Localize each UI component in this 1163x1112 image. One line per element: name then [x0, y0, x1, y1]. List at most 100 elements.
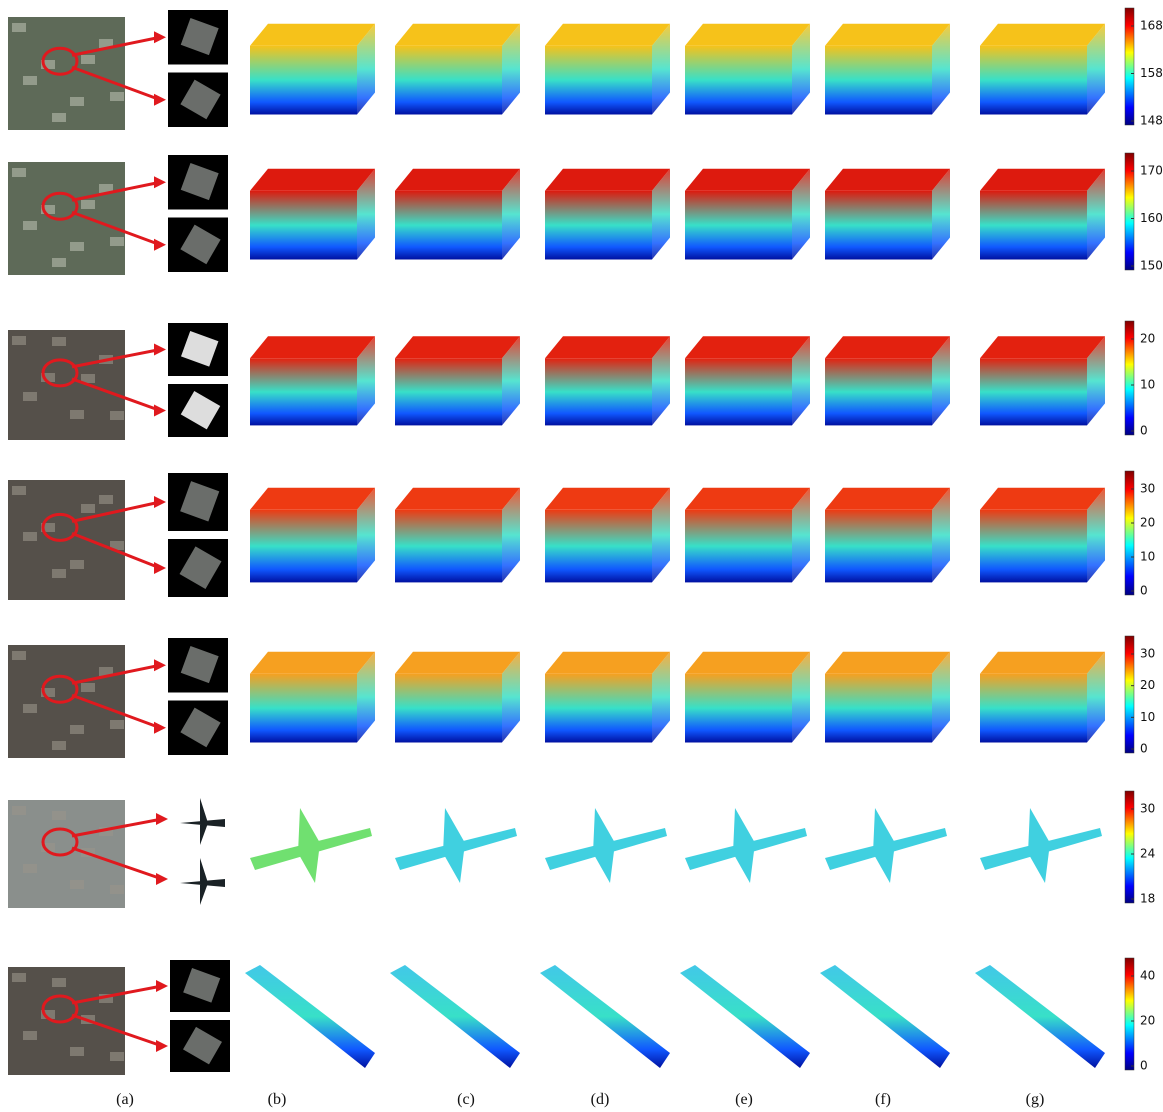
render-side	[545, 191, 652, 260]
render-top	[685, 169, 810, 191]
colorbar-tick-label: 158	[1140, 66, 1163, 80]
image-texture	[52, 258, 66, 267]
render-side	[825, 674, 932, 743]
colorbar-tick-label: 10	[1140, 550, 1155, 564]
render-side	[545, 510, 652, 583]
render-top	[250, 169, 375, 191]
arrow-head	[156, 873, 168, 885]
arrow-head	[154, 176, 166, 188]
render-top	[395, 169, 520, 191]
render-top	[825, 24, 950, 46]
render-top	[980, 336, 1105, 358]
image-texture	[12, 973, 26, 982]
thumbnail-plane	[180, 798, 225, 845]
colorbar-tick-label: 0	[1140, 742, 1148, 756]
render-side	[250, 510, 357, 583]
image-texture	[23, 532, 37, 541]
render-plane	[395, 808, 517, 883]
render-ship	[680, 965, 810, 1068]
image-texture	[110, 237, 124, 246]
render-top	[825, 652, 950, 674]
colorbar-tick-label: 40	[1140, 969, 1155, 983]
render-top	[685, 488, 810, 510]
render-side	[395, 510, 502, 583]
render-side	[980, 191, 1087, 260]
render-side	[825, 358, 932, 425]
column-label: (f)	[875, 1091, 891, 1108]
render-side	[685, 191, 792, 260]
render-side	[395, 46, 502, 115]
colorbar-tick-label: 20	[1140, 1014, 1155, 1028]
render-side	[545, 674, 652, 743]
colorbar-tick-label: 20	[1140, 516, 1155, 530]
render-top	[685, 336, 810, 358]
colorbar-tick-label: 148	[1140, 114, 1163, 128]
colorbar	[1125, 471, 1134, 595]
image-texture	[110, 720, 124, 729]
image-texture	[23, 864, 37, 873]
colorbar-tick-label: 20	[1140, 332, 1155, 346]
colorbar-tick-label: 0	[1140, 1059, 1148, 1073]
arrow-head	[156, 980, 168, 992]
render-side	[250, 358, 357, 425]
render-top	[980, 652, 1105, 674]
render-top	[685, 24, 810, 46]
image-texture	[70, 1047, 84, 1056]
render-side	[825, 191, 932, 260]
image-texture	[81, 504, 95, 513]
thumbnail-plane	[180, 858, 225, 905]
render-ship	[820, 965, 950, 1068]
render-top	[685, 652, 810, 674]
column-label: (g)	[1026, 1091, 1045, 1108]
colorbar-tick-label: 20	[1140, 678, 1155, 692]
render-side	[685, 358, 792, 425]
render-side	[395, 191, 502, 260]
image-texture	[70, 560, 84, 569]
image-texture	[110, 92, 124, 101]
image-texture	[81, 683, 95, 692]
render-side	[980, 674, 1087, 743]
colorbar-tick-label: 30	[1140, 802, 1155, 816]
image-texture	[70, 242, 84, 251]
colorbar	[1125, 958, 1134, 1070]
image-texture	[12, 23, 26, 32]
colorbar	[1125, 321, 1134, 435]
render-top	[395, 652, 520, 674]
render-top	[545, 169, 670, 191]
render-top	[980, 488, 1105, 510]
render-side	[980, 358, 1087, 425]
image-texture	[12, 651, 26, 660]
figure: 1681581481701601502010030201003020100302…	[0, 0, 1163, 1112]
render-top	[395, 336, 520, 358]
image-texture	[52, 337, 66, 346]
render-side	[980, 46, 1087, 115]
render-top	[395, 488, 520, 510]
image-texture	[70, 97, 84, 106]
render-side	[395, 358, 502, 425]
render-top	[545, 336, 670, 358]
image-texture	[70, 880, 84, 889]
image-texture	[110, 1052, 124, 1061]
render-side	[980, 510, 1087, 583]
render-side	[545, 46, 652, 115]
arrow-head	[156, 1040, 168, 1052]
render-top	[395, 24, 520, 46]
arrow-head	[154, 405, 166, 417]
render-side	[250, 46, 357, 115]
render-top	[250, 336, 375, 358]
image-texture	[70, 410, 84, 419]
colorbar-tick-label: 18	[1140, 892, 1155, 906]
render-side	[250, 674, 357, 743]
render-side	[825, 46, 932, 115]
render-top	[250, 488, 375, 510]
render-plane	[250, 808, 372, 883]
render-side	[685, 46, 792, 115]
image-texture	[52, 811, 66, 820]
image-texture	[23, 704, 37, 713]
render-top	[825, 169, 950, 191]
arrow-head	[154, 659, 166, 671]
colorbar-tick-label: 168	[1140, 19, 1163, 33]
colorbar-tick-label: 30	[1140, 482, 1155, 496]
column-label: (a)	[116, 1091, 134, 1108]
render-top	[545, 488, 670, 510]
